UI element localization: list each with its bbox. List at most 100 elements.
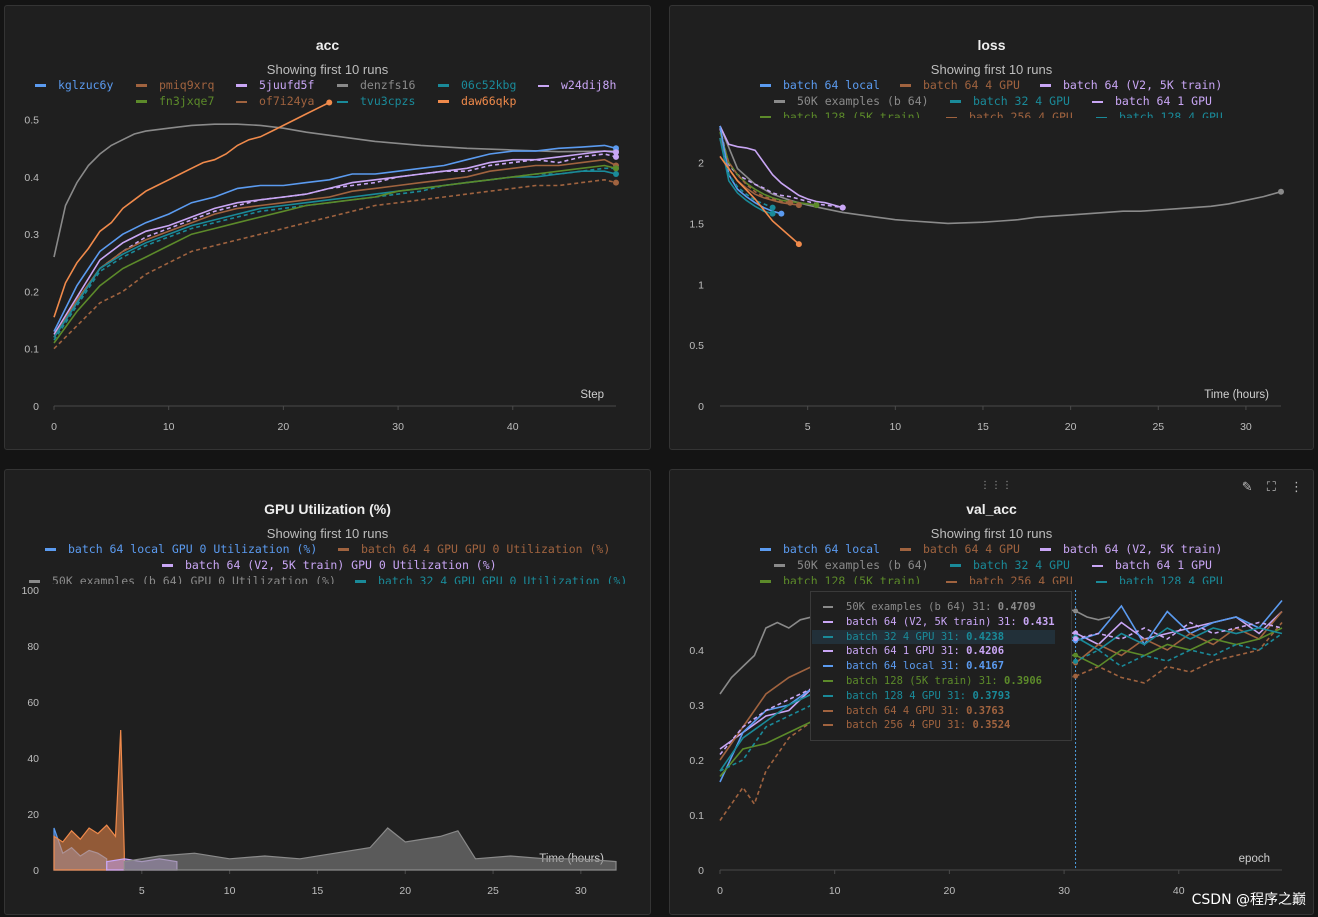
legend-item[interactable]: batch 32 4 GPU: [950, 558, 1070, 572]
legend-swatch: [946, 580, 957, 583]
legend-item[interactable]: tvu3cpzs: [337, 94, 415, 108]
legend-item[interactable]: batch 64 local GPU 0 Utilization (%): [45, 542, 317, 556]
series-end-point: [613, 179, 619, 186]
legend-swatch: [760, 116, 771, 118]
tooltip-series-name: batch 128 4 GPU 31:: [846, 689, 973, 702]
legend-item[interactable]: batch 128 4 GPU: [1096, 110, 1223, 118]
tooltip-value: 0.3524: [972, 719, 1011, 732]
loss-chart-panel[interactable]: loss Showing first 10 runs batch 64 loca…: [669, 5, 1314, 450]
y-tick-label: 2: [698, 158, 704, 170]
edit-pencil-icon[interactable]: ✎: [1241, 480, 1253, 495]
legend-item[interactable]: 50K examples (b 64) GPU 0 Utilization (%…: [29, 574, 336, 584]
tooltip-series-name: batch 128 (5K train) 31:: [846, 675, 1005, 687]
legend-label: batch 64 1 GPU: [1115, 558, 1212, 572]
legend-item[interactable]: of7i24ya: [236, 94, 314, 108]
legend-item[interactable]: 50K examples (b 64): [774, 94, 929, 108]
tooltip-swatch: [823, 709, 833, 712]
x-tick-label: 30: [1058, 885, 1070, 897]
gpu-plot[interactable]: 02040608010051015202530Time (hours): [5, 470, 650, 914]
legend-item[interactable]: w24dij8h: [538, 78, 616, 92]
y-tick-label: 1.5: [689, 218, 704, 230]
series-line[interactable]: [53, 178, 617, 350]
legend-item[interactable]: pmiq9xrq: [136, 78, 214, 92]
legend-item[interactable]: batch 128 4 GPU: [1096, 574, 1223, 584]
legend-item[interactable]: batch 64 4 GPU: [900, 542, 1020, 556]
series-line[interactable]: [53, 101, 330, 318]
legend-label: 50K examples (b 64) GPU 0 Utilization (%…: [52, 574, 336, 584]
legend-item[interactable]: batch 64 (V2, 5K train): [1040, 78, 1222, 92]
tooltip-value: 0.3763: [966, 704, 1005, 717]
drag-handle-icon[interactable]: ⋮⋮⋮: [980, 480, 1013, 491]
legend-item[interactable]: batch 64 local: [760, 542, 880, 556]
legend-swatch: [136, 100, 147, 103]
legend-label: batch 64 4 GPU: [923, 78, 1020, 92]
gpu-utilization-chart-panel[interactable]: GPU Utilization (%) Showing first 10 run…: [4, 469, 651, 915]
val-acc-chart-panel[interactable]: ⋮⋮⋮ ✎ ⛶ ⋮ val_acc Showing first 10 runs …: [669, 469, 1314, 915]
legend-label: batch 256 4 GPU: [969, 110, 1073, 118]
legend-item[interactable]: denzfs16: [337, 78, 415, 92]
legend-item[interactable]: batch 32 4 GPU GPU 0 Utilization (%): [355, 574, 627, 584]
legend-item[interactable]: batch 64 (V2, 5K train): [1040, 542, 1222, 556]
legend-item[interactable]: 5juufd5f: [236, 78, 314, 92]
chart-legend[interactable]: batch 64 local batch 64 4 GPU batch 64 (V2…: [750, 542, 1290, 584]
legend-item[interactable]: batch 256 4 GPU: [946, 110, 1073, 118]
legend-item[interactable]: batch 64 local: [760, 78, 880, 92]
series-line[interactable]: [719, 137, 791, 204]
acc-plot[interactable]: 0 0.1 0.2 0.3 0.4 0.5 0 10 20 30 40 Step: [5, 6, 650, 449]
x-tick-label: 40: [507, 421, 519, 433]
legend-item[interactable]: batch 64 4 GPU: [900, 78, 1020, 92]
series-line[interactable]: [53, 170, 617, 338]
tooltip-series-name: batch 256 4 GPU 31:: [846, 719, 973, 732]
series-line[interactable]: [53, 158, 617, 338]
legend-swatch: [337, 84, 348, 87]
legend-swatch: [538, 84, 549, 87]
tooltip-row: batch 64 (V2, 5K train) 31: 0.431: [823, 615, 1055, 629]
legend-label: batch 128 4 GPU: [1119, 574, 1223, 584]
series-line[interactable]: [719, 125, 1282, 225]
legend-item[interactable]: fn3jxqe7: [136, 94, 214, 108]
series-line[interactable]: [719, 128, 843, 209]
series-line[interactable]: [719, 621, 1283, 821]
legend-item[interactable]: 50K examples (b 64): [774, 558, 929, 572]
series-line[interactable]: [53, 167, 616, 341]
series-end-point: [795, 202, 802, 209]
tooltip-row: batch 64 4 GPU 31: 0.3763: [823, 704, 1004, 718]
acc-chart-panel[interactable]: acc Showing first 10 runs kglzuc6y pmiq9x…: [4, 5, 651, 450]
series-line[interactable]: [719, 125, 782, 215]
legend-item[interactable]: kglzuc6y: [35, 78, 113, 92]
legend-item[interactable]: batch 64 4 GPU GPU 0 Utilization (%): [338, 542, 610, 556]
hover-point: [1073, 630, 1079, 636]
series-line[interactable]: [719, 155, 800, 245]
legend-label: batch 256 4 GPU: [969, 574, 1073, 584]
series-area[interactable]: [123, 827, 617, 871]
legend-item[interactable]: daw66qkp: [438, 94, 516, 108]
series-line[interactable]: [719, 125, 843, 209]
chart-legend[interactable]: batch 64 local GPU 0 Utilization (%) batc…: [25, 542, 645, 584]
legend-item[interactable]: batch 64 (V2, 5K train) GPU 0 Utilizatio…: [162, 558, 497, 572]
legend-item[interactable]: batch 128 (5K train): [760, 110, 921, 118]
legend-item[interactable]: batch 64 1 GPU: [1092, 558, 1212, 572]
fullscreen-icon[interactable]: ⛶: [1266, 480, 1276, 495]
legend-item[interactable]: batch 128 (5K train): [760, 574, 921, 584]
series-end-point: [769, 210, 776, 217]
legend-item[interactable]: 06c52kbg: [438, 78, 516, 92]
x-tick-label: 10: [829, 885, 841, 897]
series-line[interactable]: [53, 144, 617, 332]
y-tick-label: 0.4: [689, 645, 704, 657]
series-line[interactable]: [719, 138, 773, 209]
series-line[interactable]: [53, 123, 617, 258]
legend-item[interactable]: batch 32 4 GPU: [950, 94, 1070, 108]
tooltip-row: batch 64 1 GPU 31: 0.4206: [823, 644, 1004, 658]
legend-item[interactable]: batch 64 1 GPU: [1092, 94, 1212, 108]
series-line[interactable]: [53, 153, 617, 338]
more-options-icon[interactable]: ⋮: [1290, 480, 1303, 495]
x-tick-label: 20: [278, 421, 290, 433]
chart-legend[interactable]: batch 64 local batch 64 4 GPU batch 64 (V2…: [750, 78, 1290, 118]
series-area[interactable]: [53, 729, 125, 871]
legend-item[interactable]: batch 256 4 GPU: [946, 574, 1073, 584]
legend-swatch: [1096, 116, 1107, 118]
series-line[interactable]: [53, 164, 617, 344]
tooltip-series-name: batch 64 1 GPU 31:: [846, 645, 967, 658]
chart-legend[interactable]: kglzuc6y pmiq9xrq 5juufd5f denzfs16 06c52kbg…: [35, 78, 635, 110]
